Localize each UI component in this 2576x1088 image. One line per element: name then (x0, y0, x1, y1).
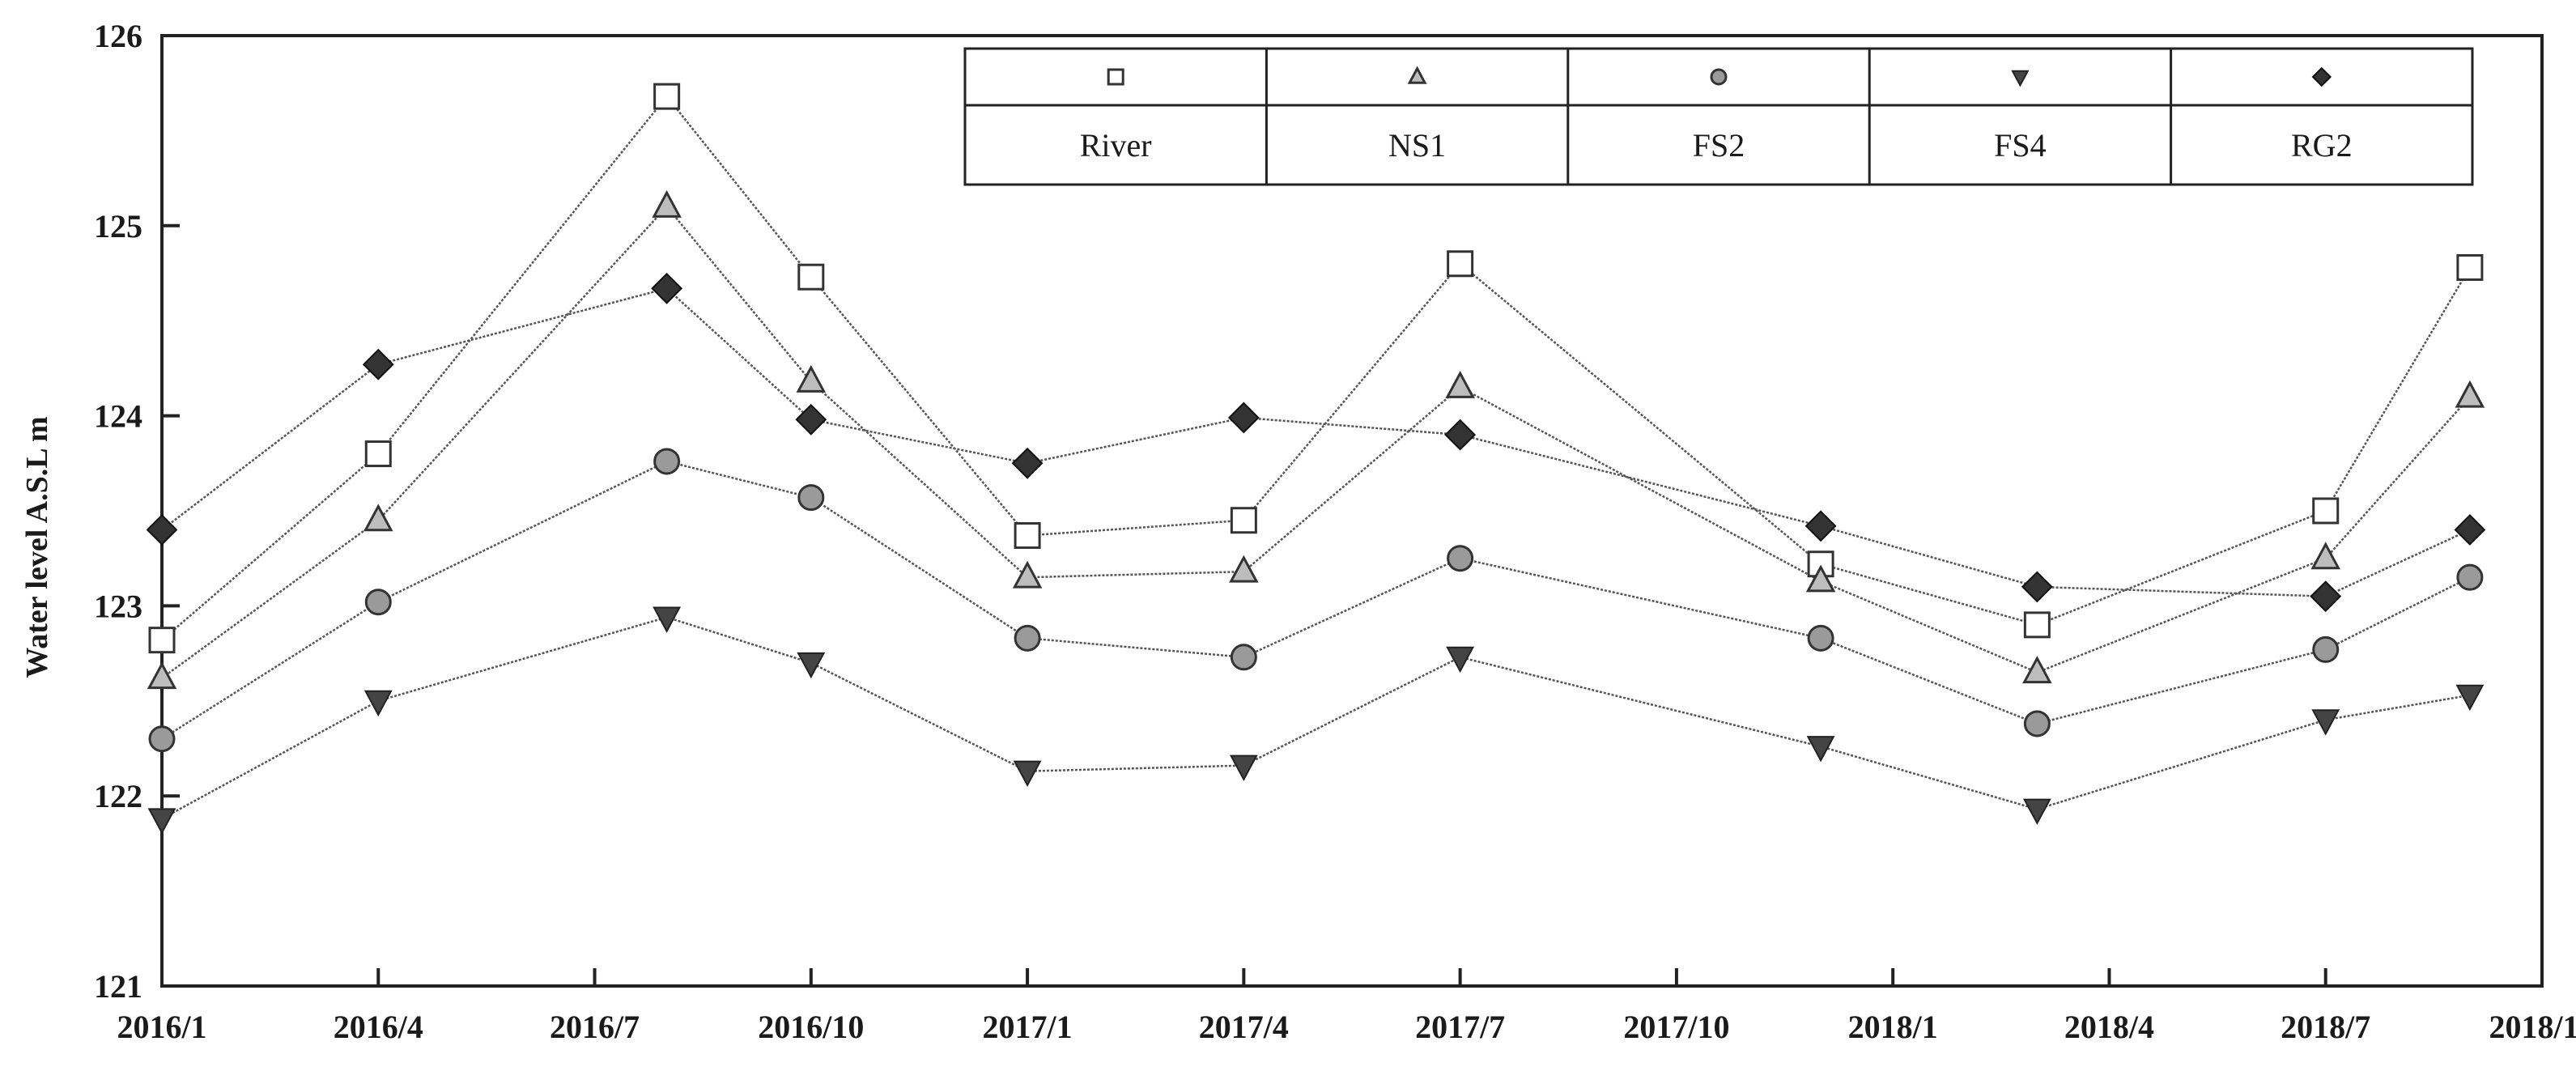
y-tick-label: 124 (94, 398, 142, 435)
data-point-river (148, 627, 176, 654)
plot-frame (160, 34, 2544, 988)
data-point-fs4 (1229, 754, 1258, 781)
series-markers (146, 83, 2486, 835)
data-point-fs4 (2311, 709, 2340, 736)
data-point-rg2 (1444, 419, 1477, 451)
y-tick-label: 125 (94, 208, 142, 244)
legend-marker-fs4 (2011, 70, 2030, 87)
legend-label-ns1: NS1 (1388, 127, 1446, 164)
x-tick-label: 2017/7 (1415, 1009, 1505, 1045)
data-point-ns1 (1229, 555, 1259, 583)
axes: 121 122 123 124 125 126 2016/1 2016/4 2016/7 2016… (94, 18, 2576, 1045)
x-tick-label: 2017/10 (1623, 1009, 1729, 1045)
data-point-ns1 (1012, 560, 1043, 589)
series-lines (161, 95, 2471, 820)
data-point-fs2 (1014, 624, 1041, 652)
data-point-fs4 (1013, 760, 1042, 788)
data-point-river (364, 440, 392, 468)
data-point-fs4 (147, 808, 176, 835)
x-tick-label: 2017/4 (1199, 1009, 1289, 1045)
data-point-fs2 (653, 448, 681, 475)
data-point-fs2 (2023, 710, 2051, 737)
y-axis-label: Water level A.S.L m (20, 416, 54, 678)
series-line-ns1 (161, 205, 2471, 679)
legend-label-fs4: FS4 (1994, 127, 2047, 164)
legend-box (963, 47, 2474, 186)
data-point-river (797, 263, 825, 291)
data-point-rg2 (362, 348, 394, 380)
data-point-river (1014, 522, 1041, 550)
data-point-river (653, 83, 681, 110)
series-line-fs2 (161, 460, 2471, 740)
data-point-fs4 (797, 652, 826, 679)
data-point-fs2 (1230, 644, 1257, 671)
data-point-fs4 (2022, 798, 2051, 825)
series-line-river (161, 95, 2471, 641)
data-point-ns1 (147, 661, 177, 690)
data-point-ns1 (796, 364, 827, 393)
data-point-ns1 (1805, 564, 1836, 593)
data-point-ns1 (2310, 542, 2340, 570)
data-point-fs2 (2312, 635, 2340, 663)
data-point-fs4 (1446, 646, 1475, 674)
x-tick-label: 2018/10 (2489, 1009, 2576, 1045)
x-tick-label: 2018/7 (2281, 1009, 2370, 1045)
data-point-ns1 (652, 189, 682, 218)
data-point-fs4 (363, 690, 393, 717)
legend-label-river: River (1080, 127, 1152, 164)
y-tick-label: 122 (94, 778, 142, 814)
data-point-ns1 (363, 504, 393, 532)
x-tick-label: 2016/10 (758, 1009, 864, 1045)
legend-marker-river (1107, 68, 1124, 86)
data-point-rg2 (2021, 571, 2053, 603)
data-point-fs2 (1447, 545, 1474, 572)
data-point-rg2 (2454, 514, 2486, 546)
y-tick-label: 126 (94, 18, 142, 54)
legend-marker-ns1 (1407, 66, 1427, 84)
x-tick-label: 2016/4 (334, 1009, 423, 1045)
data-point-ns1 (2455, 380, 2485, 408)
data-point-fs2 (797, 484, 825, 512)
legend-label-rg2: RG2 (2291, 127, 2353, 164)
legend: River NS1 FS2 FS4 RG2 (963, 47, 2474, 186)
x-tick-label: 2016/7 (550, 1009, 640, 1045)
legend-marker-fs2 (1710, 68, 1728, 86)
data-point-rg2 (2310, 580, 2342, 613)
x-tick-label: 2018/1 (1848, 1009, 1938, 1045)
data-point-fs2 (148, 725, 176, 753)
data-point-fs2 (2456, 563, 2484, 591)
data-point-fs2 (1807, 624, 1834, 652)
data-point-fs4 (2455, 684, 2485, 712)
data-point-river (2456, 253, 2484, 281)
legend-marker-rg2 (2311, 66, 2332, 87)
series-line-fs4 (161, 616, 2471, 820)
data-point-fs4 (1806, 736, 1835, 763)
x-tick-label: 2018/4 (2064, 1009, 2154, 1045)
data-point-rg2 (795, 403, 827, 436)
data-point-river (1230, 507, 1257, 534)
data-point-rg2 (146, 514, 178, 546)
x-tick-label: 2016/1 (117, 1009, 206, 1045)
data-point-fs4 (653, 606, 682, 633)
y-tick-label: 123 (94, 588, 142, 624)
y-tick-label: 121 (94, 968, 142, 1005)
data-point-river (1447, 250, 1474, 278)
data-point-ns1 (2022, 656, 2052, 684)
legend-label-fs2: FS2 (1693, 127, 1745, 164)
data-point-river (2312, 497, 2340, 525)
series-line-rg2 (161, 287, 2471, 597)
data-point-rg2 (1011, 447, 1044, 479)
data-point-rg2 (1804, 510, 1837, 542)
data-point-ns1 (1445, 370, 1475, 398)
data-point-fs2 (364, 589, 392, 616)
data-point-rg2 (651, 272, 683, 304)
data-point-river (2023, 611, 2051, 639)
data-point-rg2 (1227, 402, 1260, 434)
x-tick-label: 2017/1 (983, 1009, 1073, 1045)
